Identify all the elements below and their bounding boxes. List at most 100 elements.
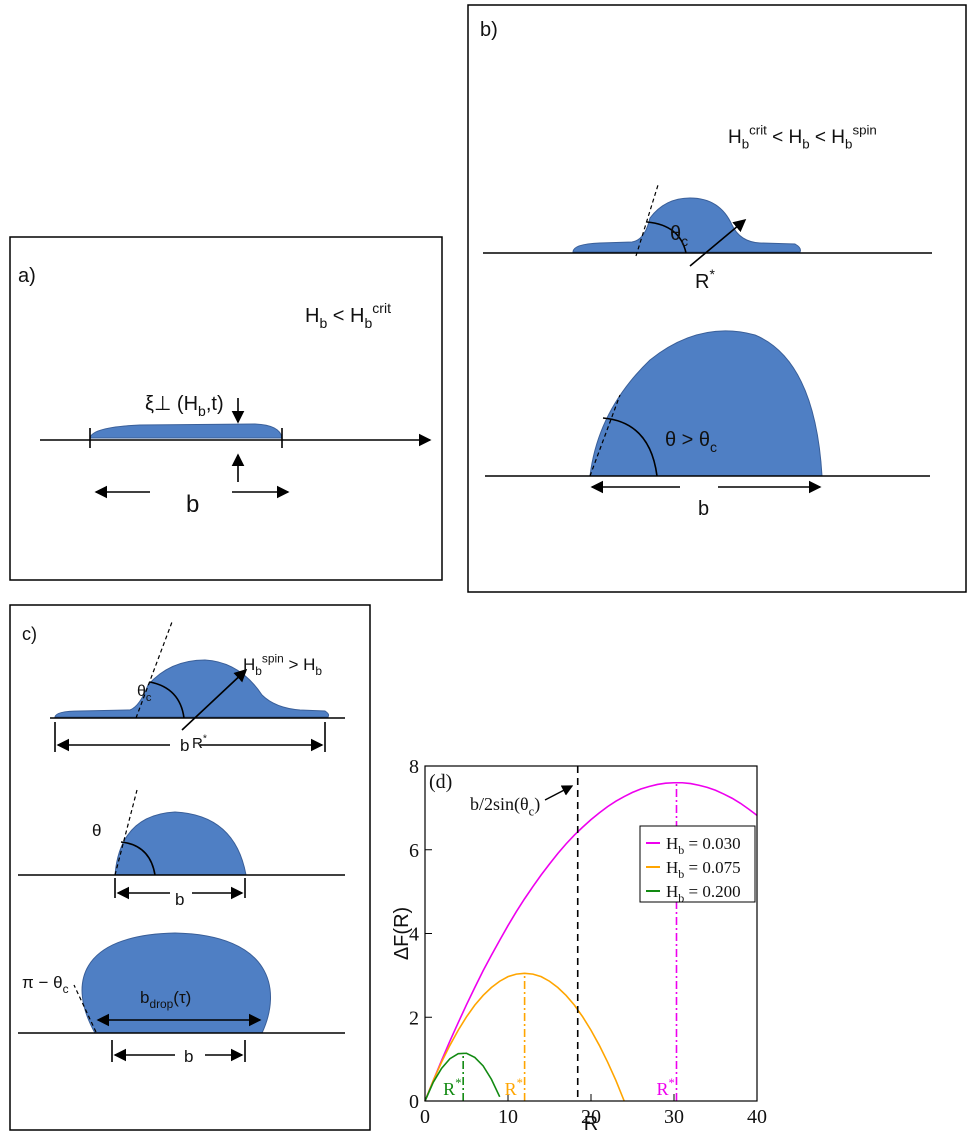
line-series xyxy=(424,1052,501,1102)
text-part: θ xyxy=(670,223,681,245)
angle-arc xyxy=(120,841,156,876)
text-part: b xyxy=(319,315,327,331)
panel-a xyxy=(9,236,443,581)
text-part: > H xyxy=(284,655,316,674)
drop xyxy=(572,197,801,253)
x-tick-label: 30 xyxy=(664,1106,684,1128)
label: b xyxy=(698,498,709,520)
panel-frame xyxy=(467,4,967,593)
text-part: R xyxy=(443,1079,455,1099)
panel-frame xyxy=(9,604,371,1131)
text-part: π − θ xyxy=(22,973,63,992)
text-part: c xyxy=(681,233,688,249)
text-part: b xyxy=(198,403,206,419)
text-part: * xyxy=(669,1076,675,1090)
text-part: H xyxy=(728,127,742,148)
text-part: c xyxy=(146,692,152,704)
text-part: H xyxy=(243,655,255,674)
text-part: c xyxy=(710,439,717,455)
label: θc xyxy=(137,683,152,704)
text-part: spin xyxy=(262,651,284,665)
text-part: ) xyxy=(534,794,540,815)
drop xyxy=(54,659,330,718)
legend-label: Hb = 0.030 xyxy=(666,834,741,857)
label: π − θc xyxy=(22,973,69,996)
label: b xyxy=(184,1047,193,1066)
text-part: (τ) xyxy=(173,988,191,1007)
text-part: b xyxy=(845,137,852,152)
drop xyxy=(81,932,272,1034)
label: c) xyxy=(22,624,37,644)
text-part: * xyxy=(709,266,715,282)
y-tick-label: 8 xyxy=(409,756,419,778)
x-tick-label: 40 xyxy=(747,1106,767,1128)
text-part: θ xyxy=(137,683,146,700)
text-part: < H xyxy=(767,127,802,148)
text-part: ξ⊥ (H xyxy=(145,393,198,415)
label: b xyxy=(175,890,184,909)
x-tick-label: 0 xyxy=(420,1106,430,1128)
text-part: c xyxy=(63,982,69,996)
y-tick-label: 0 xyxy=(409,1091,419,1113)
text-part: b xyxy=(315,664,322,678)
tangent xyxy=(635,184,659,257)
label: R* xyxy=(656,1076,674,1099)
x-tick-label: 10 xyxy=(498,1106,518,1128)
label: Hbcrit < Hb < Hbspin xyxy=(728,122,877,151)
label: ξ⊥ (Hb,t) xyxy=(145,393,224,419)
line-series xyxy=(424,781,758,1102)
text-part: * xyxy=(517,1076,523,1090)
text-part: drop xyxy=(149,997,173,1011)
text-part: b xyxy=(365,315,373,331)
angle-arc xyxy=(646,221,687,254)
label: a) xyxy=(18,265,36,287)
drop xyxy=(589,330,823,477)
arrow xyxy=(181,668,248,731)
panel-b xyxy=(467,4,967,593)
panel-frame xyxy=(9,236,443,581)
text-part: θ > θ xyxy=(665,429,710,451)
line-series xyxy=(424,972,625,1102)
plot-frame xyxy=(424,765,758,1102)
tangent xyxy=(73,984,97,1033)
x-tick-label: 20 xyxy=(581,1106,601,1128)
y-tick-label: 4 xyxy=(409,924,419,946)
legend-box xyxy=(639,825,756,903)
text-part: * xyxy=(455,1076,461,1090)
text-part: * xyxy=(203,732,207,744)
text-part: R xyxy=(192,735,203,752)
angle-arc xyxy=(149,681,185,719)
text-part: b/2sin(θ xyxy=(470,794,529,815)
text-part: < H xyxy=(810,127,845,148)
label: θ > θc xyxy=(665,429,717,455)
text-part: R xyxy=(656,1079,668,1099)
arrow xyxy=(689,218,747,267)
label: b xyxy=(180,736,189,755)
text-part: ,t) xyxy=(206,393,224,415)
label: bdrop(τ) xyxy=(140,988,191,1011)
text-part: crit xyxy=(372,300,391,316)
text-part: < H xyxy=(327,305,364,327)
label: R* xyxy=(695,266,715,293)
label: Hb < Hbcrit xyxy=(305,300,391,331)
film xyxy=(89,423,283,439)
text-part: b xyxy=(140,988,149,1007)
label: b) xyxy=(480,19,498,41)
tangent xyxy=(135,621,173,719)
drop xyxy=(114,811,247,876)
text-part: H xyxy=(305,305,319,327)
label: b xyxy=(186,491,199,518)
panel-label: (d) xyxy=(429,771,452,793)
text-part: crit xyxy=(749,122,767,137)
x-axis-label: R xyxy=(584,1113,598,1135)
annotation-arrow xyxy=(544,785,574,801)
label: R* xyxy=(192,732,207,752)
tangent xyxy=(114,789,138,876)
text-part: b xyxy=(255,664,262,678)
text-part: R xyxy=(505,1079,517,1099)
text-part: b xyxy=(742,137,749,152)
panel-c xyxy=(9,604,371,1131)
label: θ xyxy=(92,821,101,840)
